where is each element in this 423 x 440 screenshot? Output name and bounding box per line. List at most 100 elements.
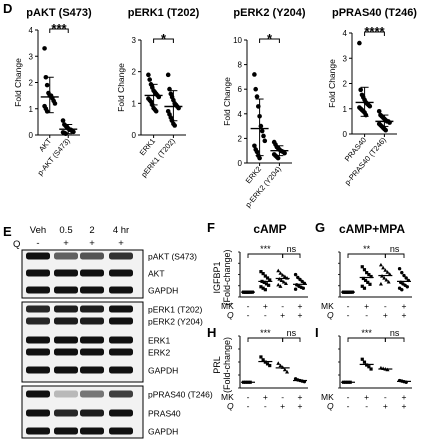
significance-label: ns	[287, 244, 297, 254]
panel-letter-h: H	[207, 325, 216, 340]
blot-label: pERK1 (T202)	[148, 305, 202, 315]
blot-band	[26, 390, 50, 398]
chart-title: pERK2 (Y204)	[233, 7, 305, 19]
blot-band	[109, 348, 133, 356]
q-label: Q	[327, 401, 334, 411]
data-point	[60, 118, 66, 123]
blot-band	[26, 366, 50, 374]
panel-letter-i: I	[315, 325, 319, 340]
data-point	[146, 72, 151, 78]
data-point	[71, 129, 76, 135]
blot-label: ERK1	[148, 336, 170, 346]
blot-band	[26, 286, 50, 294]
q-label: Q	[13, 239, 20, 250]
blot-band	[80, 336, 104, 344]
mk-sign: +	[263, 301, 268, 311]
data-point	[387, 272, 392, 276]
data-point	[384, 277, 389, 282]
y-tick-label: 3	[29, 52, 34, 61]
data-point	[276, 361, 281, 365]
data-point	[300, 279, 304, 284]
data-point	[253, 86, 258, 92]
data-point	[42, 46, 47, 51]
y-tick-label: 0	[29, 131, 34, 140]
y-tick-label: 2	[343, 80, 348, 89]
data-point	[259, 128, 265, 134]
blot-band	[80, 348, 104, 356]
chart-title: cAMP+MPA	[339, 222, 405, 236]
mk-label: MK	[221, 392, 234, 402]
blot-band	[80, 366, 104, 374]
blot-band	[26, 317, 50, 325]
data-point	[298, 277, 302, 282]
mk-sign: +	[364, 301, 369, 311]
q-sign: +	[280, 310, 285, 320]
chart-title: pERK1 (T202)	[128, 7, 200, 19]
data-point	[280, 273, 285, 277]
significance-bracket	[347, 337, 386, 342]
y-tick-label: 4	[343, 29, 348, 38]
significance-bracket	[247, 337, 284, 342]
data-point	[400, 270, 404, 275]
data-point	[261, 286, 265, 290]
timepoint-label: 0.5	[59, 225, 72, 236]
data-point	[265, 276, 270, 280]
mk-sign: +	[298, 301, 303, 311]
data-point	[283, 281, 288, 285]
data-point	[402, 273, 406, 278]
blot-band	[54, 252, 78, 260]
data-point	[278, 363, 283, 368]
data-point	[385, 270, 390, 274]
data-point	[279, 278, 284, 283]
data-point	[172, 123, 177, 128]
panel-letter-f: F	[207, 220, 215, 235]
mk-label: MK	[321, 392, 334, 402]
y-tick-label: 4	[238, 110, 243, 119]
data-point	[285, 369, 290, 374]
blot-band	[54, 348, 78, 356]
y-axis-label-unit: (Fold-change)	[222, 337, 232, 393]
chart-perk2: pERK2 (Y204)Fold Change0246810ERK2p-ERK2…	[222, 7, 306, 209]
data-point	[362, 286, 367, 290]
significance-bracket	[282, 337, 301, 342]
y-tick-label: 4	[29, 26, 34, 35]
data-point	[366, 280, 370, 284]
blot-label: ERK2	[148, 348, 170, 358]
q-sign: +	[383, 401, 388, 411]
data-point	[376, 108, 382, 114]
data-point	[153, 108, 159, 114]
data-point	[281, 279, 286, 284]
blot-band	[109, 317, 133, 325]
significance-bracket	[49, 28, 69, 33]
data-point	[382, 275, 387, 280]
q-sign: -	[264, 310, 267, 320]
significance-bracket	[259, 38, 280, 43]
data-point	[268, 278, 272, 282]
y-tick-label: 0	[238, 159, 243, 168]
blot-band	[80, 427, 104, 435]
data-point	[254, 94, 260, 99]
y-axis-label: IGFBP1	[212, 261, 222, 293]
blot-band	[54, 409, 78, 417]
y-tick-label: 2	[29, 79, 34, 88]
blot-label: pPRAS40 (T246)	[148, 390, 213, 400]
blot-band	[26, 305, 50, 313]
blot-band	[80, 252, 104, 260]
y-tick-label: 0	[132, 131, 137, 140]
data-point	[367, 365, 371, 369]
blot-band	[80, 286, 104, 294]
timepoint-label: 2	[89, 225, 94, 236]
y-tick-label: 3	[132, 36, 137, 45]
q-sign: +	[89, 238, 95, 249]
data-point	[360, 357, 364, 361]
data-point	[400, 287, 404, 292]
blot-band	[109, 252, 133, 260]
significance-bracket	[282, 253, 301, 258]
q-label: Q	[327, 310, 334, 320]
data-point	[259, 355, 263, 359]
mk-sign: +	[402, 301, 407, 311]
y-tick-label: 2	[132, 68, 137, 77]
